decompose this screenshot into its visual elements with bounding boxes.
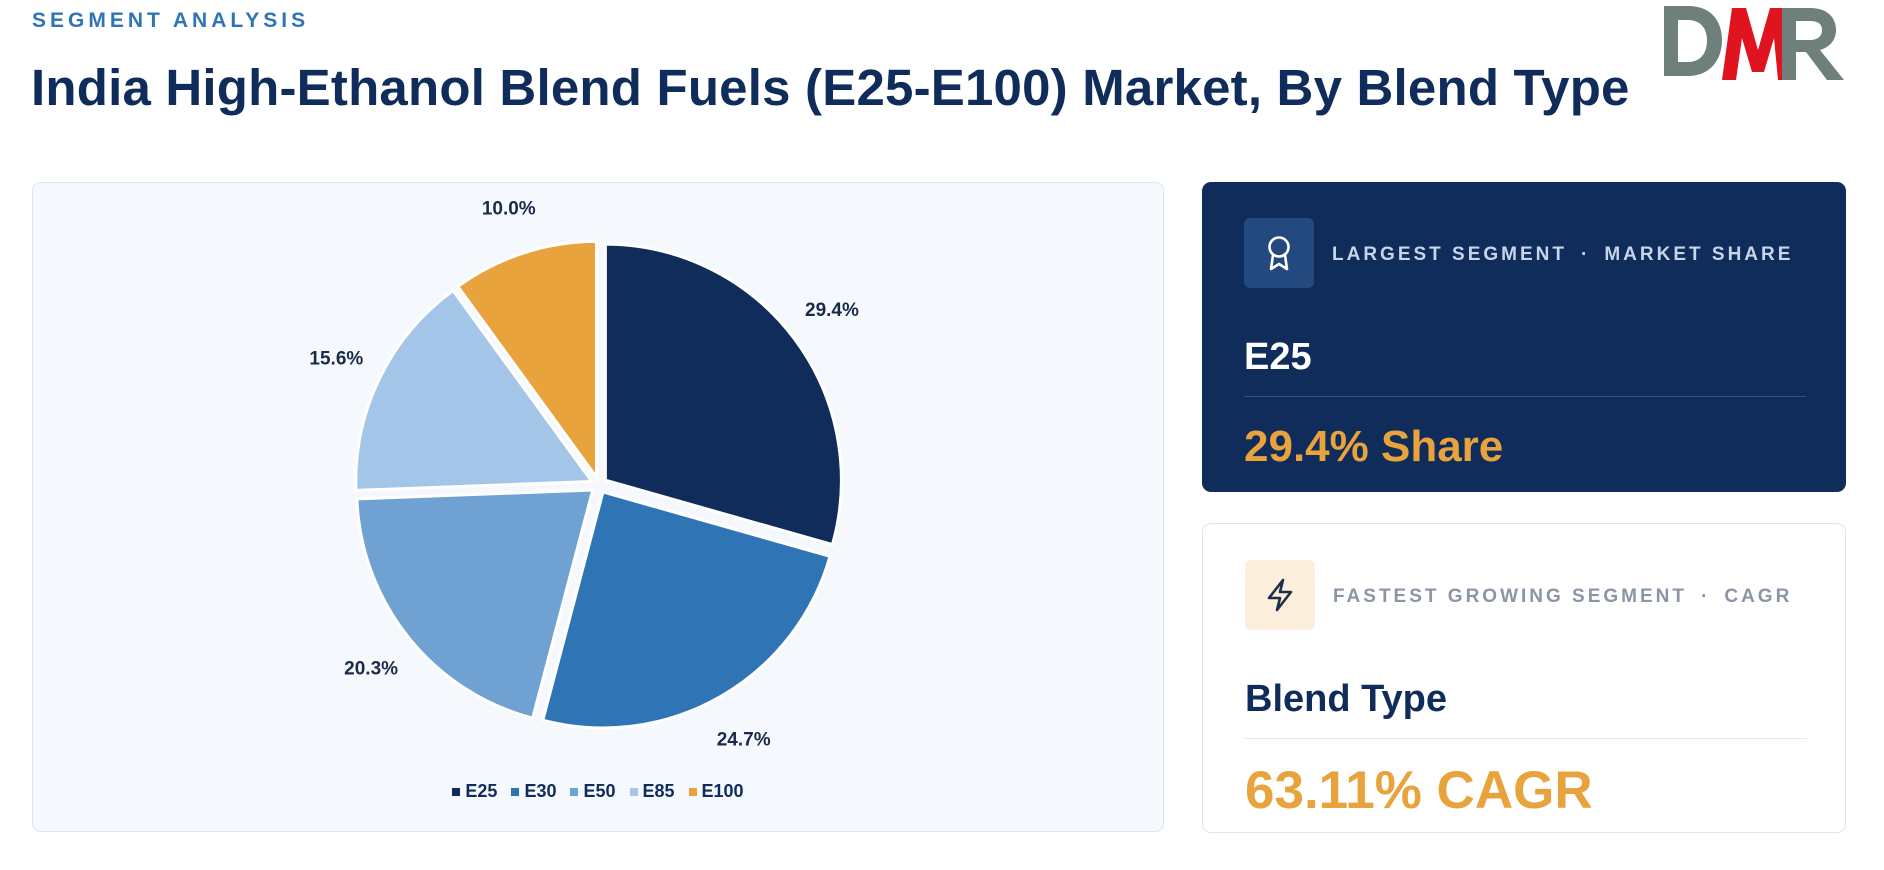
fastest-growing-label: FASTEST GROWING SEGMENT · CAGR — [1333, 586, 1793, 607]
legend-swatch — [688, 787, 697, 796]
largest-segment-card: LARGEST SEGMENT · MARKET SHARE E25 29.4% S… — [1202, 182, 1846, 492]
legend-item-e50[interactable]: E50 — [570, 781, 616, 802]
legend-label: E85 — [642, 781, 675, 801]
largest-segment-name: E25 — [1244, 336, 1312, 378]
fastest-growing-value: 63.11% CAGR — [1245, 761, 1593, 820]
legend-item-e100[interactable]: E100 — [688, 781, 744, 802]
pie-slice-e50[interactable] — [355, 488, 595, 721]
legend-label: E25 — [465, 781, 498, 801]
fastest-growing-name: Blend Type — [1245, 678, 1447, 720]
largest-segment-label: LARGEST SEGMENT · MARKET SHARE — [1332, 244, 1794, 265]
card-divider — [1245, 738, 1807, 739]
eyebrow-label: SEGMENT ANALYSIS — [32, 9, 310, 32]
pie-label-e30: 24.7% — [717, 730, 771, 751]
card-divider — [1244, 396, 1806, 397]
pie-slice-e25[interactable] — [603, 242, 843, 547]
pie-slice-e100[interactable] — [455, 239, 599, 483]
legend-swatch — [452, 787, 461, 796]
pie-chart: 29.4% 24.7% 20.3% 15.6% 10.0% — [309, 198, 859, 751]
award-icon — [1244, 218, 1314, 288]
chart-panel: 29.4% 24.7% 20.3% 15.6% 10.0% E25 E30 E50 E85 E1… — [32, 182, 1164, 832]
legend-label: E50 — [583, 781, 616, 801]
legend-swatch — [629, 787, 638, 796]
pie-slice-e85[interactable] — [354, 288, 595, 492]
legend-swatch — [511, 787, 520, 796]
pie-slice-e30[interactable] — [541, 490, 832, 730]
chart-legend: E25 E30 E50 E85 E100 — [33, 781, 1163, 802]
legend-label: E30 — [524, 781, 557, 801]
legend-swatch — [570, 787, 579, 796]
legend-item-e25[interactable]: E25 — [452, 781, 497, 802]
dmr-logo — [1660, 2, 1850, 93]
lightning-icon — [1245, 560, 1315, 630]
pie-label-e100: 10.0% — [482, 198, 536, 219]
pie-label-e85: 15.6% — [309, 348, 363, 369]
legend-item-e30[interactable]: E30 — [511, 781, 556, 802]
pie-label-e25: 29.4% — [805, 300, 859, 321]
page-title: India High-Ethanol Blend Fuels (E25-E100… — [31, 59, 1630, 116]
pie-label-e50: 20.3% — [344, 659, 398, 680]
fastest-growing-card: FASTEST GROWING SEGMENT · CAGR Blend Type … — [1202, 523, 1846, 833]
legend-label: E100 — [701, 781, 744, 801]
largest-segment-value: 29.4% Share — [1244, 422, 1504, 471]
legend-item-e85[interactable]: E85 — [629, 781, 675, 802]
